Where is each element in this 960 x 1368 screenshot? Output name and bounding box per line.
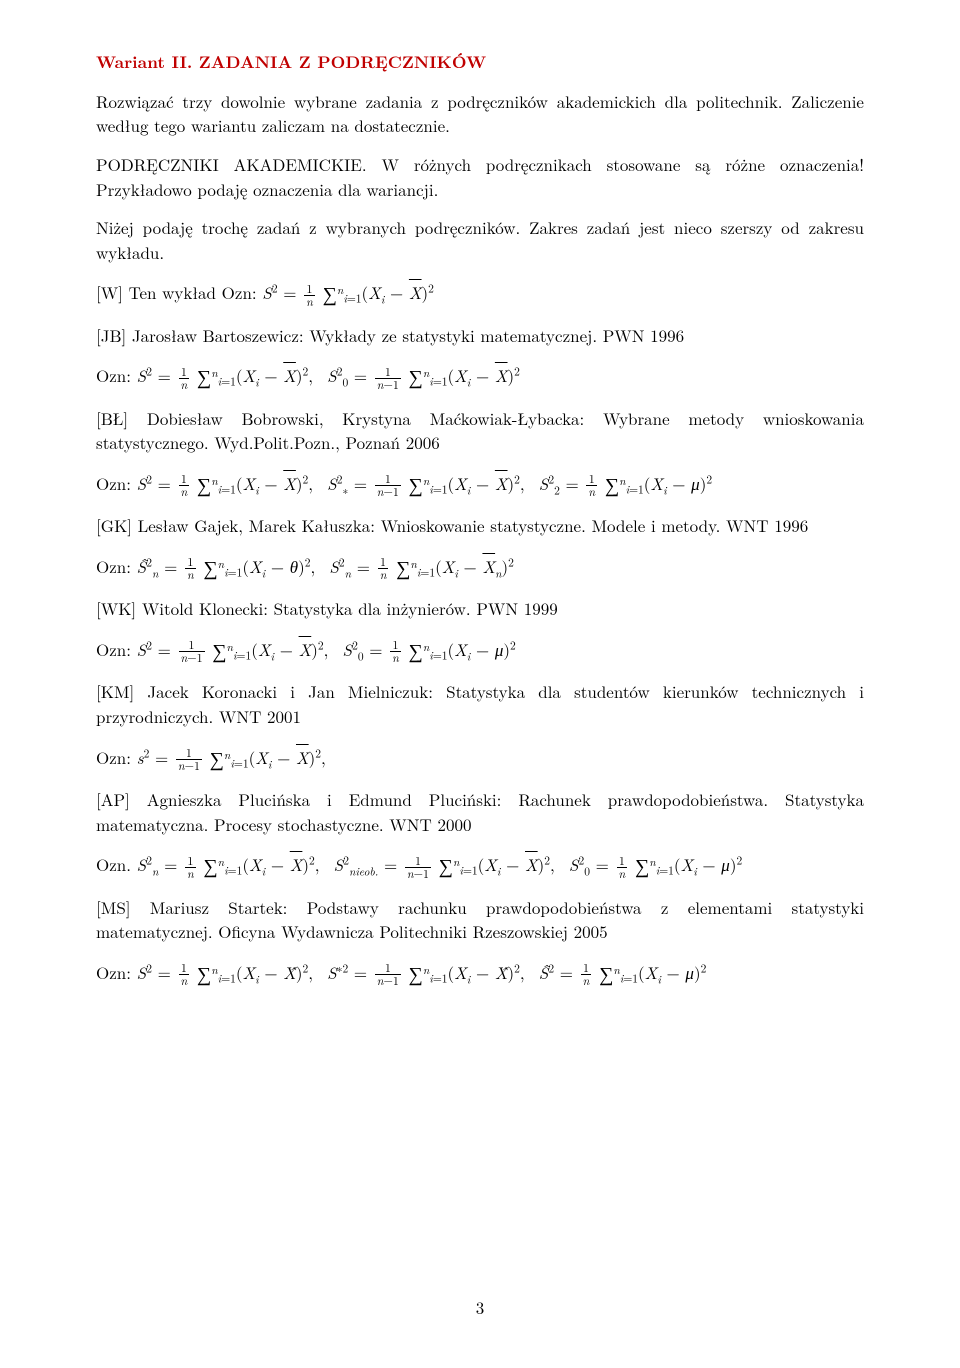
entry-JB-formula-line: Ozn: S2 = 1n ∑ni=1(Xi − X)2, S20 = 1n−1 …	[96, 361, 864, 391]
entry-AP-ref: [AP] Agnieszka Plucińska i Edmund Pluciń…	[96, 787, 864, 836]
entry-GK-formula: Ŝ2n = 1n ∑ni=1(Xi − θ)2, S2n = 1n ∑ni=1(…	[137, 554, 514, 578]
entry-WK-formula: S2 = 1n−1 ∑ni=1(Xi − X)2, S20 = 1n ∑ni=1…	[137, 637, 516, 661]
entry-W-text: [W] Ten wykład Ozn:	[96, 280, 262, 304]
entry-MS-formula: S2 = 1n ∑ni=1(Xi − X̂)2, S∗2 = 1n−1 ∑ni=…	[137, 960, 707, 984]
entry-GK-formula-line: Ozn: Ŝ2n = 1n ∑ni=1(Xi − θ)2, S2n = 1n ∑…	[96, 552, 864, 582]
entry-BL-formula-line: Ozn: S2 = 1n ∑ni=1(Xi − X)2, S2∗ = 1n−1 …	[96, 469, 864, 499]
entry-W-formula: S2 = 1n ∑ni=1(Xi − X)2	[262, 280, 434, 304]
entry-WK-ozn: Ozn:	[96, 637, 137, 661]
entry-JB-ozn: Ozn:	[96, 363, 137, 387]
entry-AP-formula-line: Ozn. S2n = 1n ∑ni=1(Xi − X)2, S2nieob. =…	[96, 850, 864, 880]
entry-MS-ozn: Ozn:	[96, 960, 137, 984]
entry-GK-ref: [GK] Lesław Gajek, Marek Kałuszka: Wnios…	[96, 513, 864, 538]
page-number: 3	[0, 1295, 960, 1320]
intro-paragraph-1: Rozwiązać trzy dowolnie wybrane zadania …	[96, 89, 864, 138]
entry-KM-formula-line: Ozn: s2 = 1n−1 ∑ni=1(Xi − X)2,	[96, 743, 864, 773]
entry-AP-ozn: Ozn.	[96, 852, 137, 876]
entry-BL-ref: [BŁ] Dobiesław Bobrowski, Krystyna Maćko…	[96, 406, 864, 455]
entry-KM-ref: [KM] Jacek Koronacki i Jan Mielniczuk: S…	[96, 679, 864, 728]
entry-WK-ref: [WK] Witold Klonecki: Statystyka dla inż…	[96, 596, 864, 621]
intro-paragraph-2: PODRĘCZNIKI AKADEMICKIE. W różnych podrę…	[96, 152, 864, 201]
entry-GK-ozn: Ozn:	[96, 554, 137, 578]
entry-JB-ref: [JB] Jarosław Bartoszewicz: Wykłady ze s…	[96, 323, 864, 348]
entry-BL-formula: S2 = 1n ∑ni=1(Xi − X)2, S2∗ = 1n−1 ∑ni=1…	[137, 471, 712, 495]
intro-paragraph-3: Niżej podaję trochę zadań z wybranych po…	[96, 215, 864, 264]
entry-W: [W] Ten wykład Ozn: S2 = 1n ∑ni=1(Xi − X…	[96, 278, 864, 308]
entry-MS-formula-line: Ozn: S2 = 1n ∑ni=1(Xi − X̂)2, S∗2 = 1n−1…	[96, 958, 864, 988]
entry-MS-ref: [MS] Mariusz Startek: Podstawy rachunku …	[96, 895, 864, 944]
entry-KM-formula: s2 = 1n−1 ∑ni=1(Xi − X)2,	[137, 745, 326, 769]
entry-WK-formula-line: Ozn: S2 = 1n−1 ∑ni=1(Xi − X)2, S20 = 1n …	[96, 635, 864, 665]
variant-title: Wariant II. ZADANIA Z PODRĘCZNIKÓW	[96, 50, 864, 75]
entry-BL-ozn: Ozn:	[96, 471, 137, 495]
entry-KM-ozn: Ozn:	[96, 745, 137, 769]
entry-JB-formula: S2 = 1n ∑ni=1(Xi − X)2, S20 = 1n−1 ∑ni=1…	[137, 363, 520, 387]
entry-AP-formula: S2n = 1n ∑ni=1(Xi − X)2, S2nieob. = 1n−1…	[137, 852, 743, 876]
